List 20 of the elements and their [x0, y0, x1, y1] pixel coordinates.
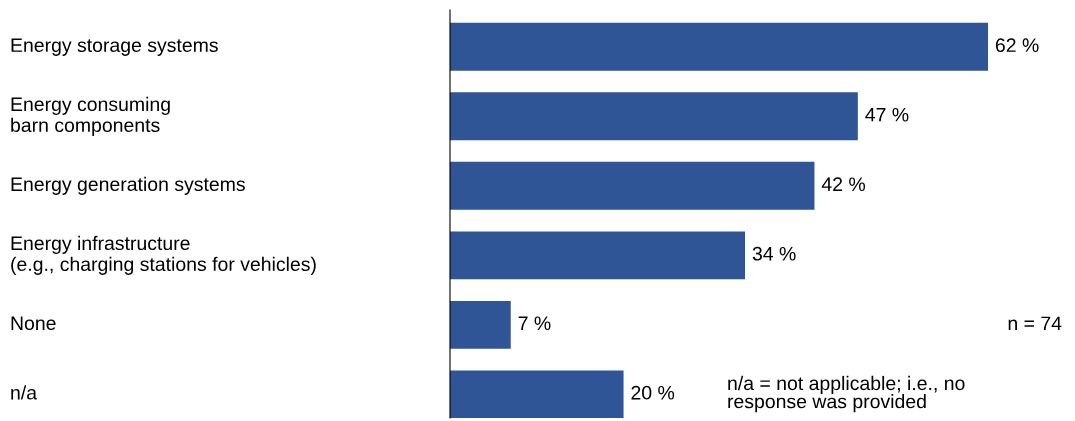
data-label: 42 %: [821, 177, 866, 191]
y-tick-label: n/a: [11, 385, 38, 400]
data-label: 62 %: [995, 38, 1039, 53]
data-label: 20 %: [631, 385, 675, 400]
bar: [450, 161, 815, 210]
bar: [450, 231, 746, 280]
annotation: n/a = not applicable; i.e., no response was provided: [728, 375, 965, 413]
data-label: 34 %: [752, 246, 796, 261]
bar: [450, 22, 988, 71]
bar: [450, 300, 511, 349]
data-label: 7 %: [518, 316, 551, 331]
y-tick-label: Energy storage systems: [11, 38, 218, 56]
y-tick-label: Energy generation systems: [11, 176, 245, 195]
text: n = 74: [1008, 316, 1062, 331]
data-label: 47 %: [865, 107, 909, 122]
bar: [450, 92, 858, 141]
y-tick-label: Energy infrastructure (e.g., charging stations for vehicles): [11, 235, 316, 275]
y-tick-label: None: [11, 316, 56, 331]
bar: [450, 370, 624, 418]
y-tick-label: Energy consuming barn components: [11, 96, 170, 136]
